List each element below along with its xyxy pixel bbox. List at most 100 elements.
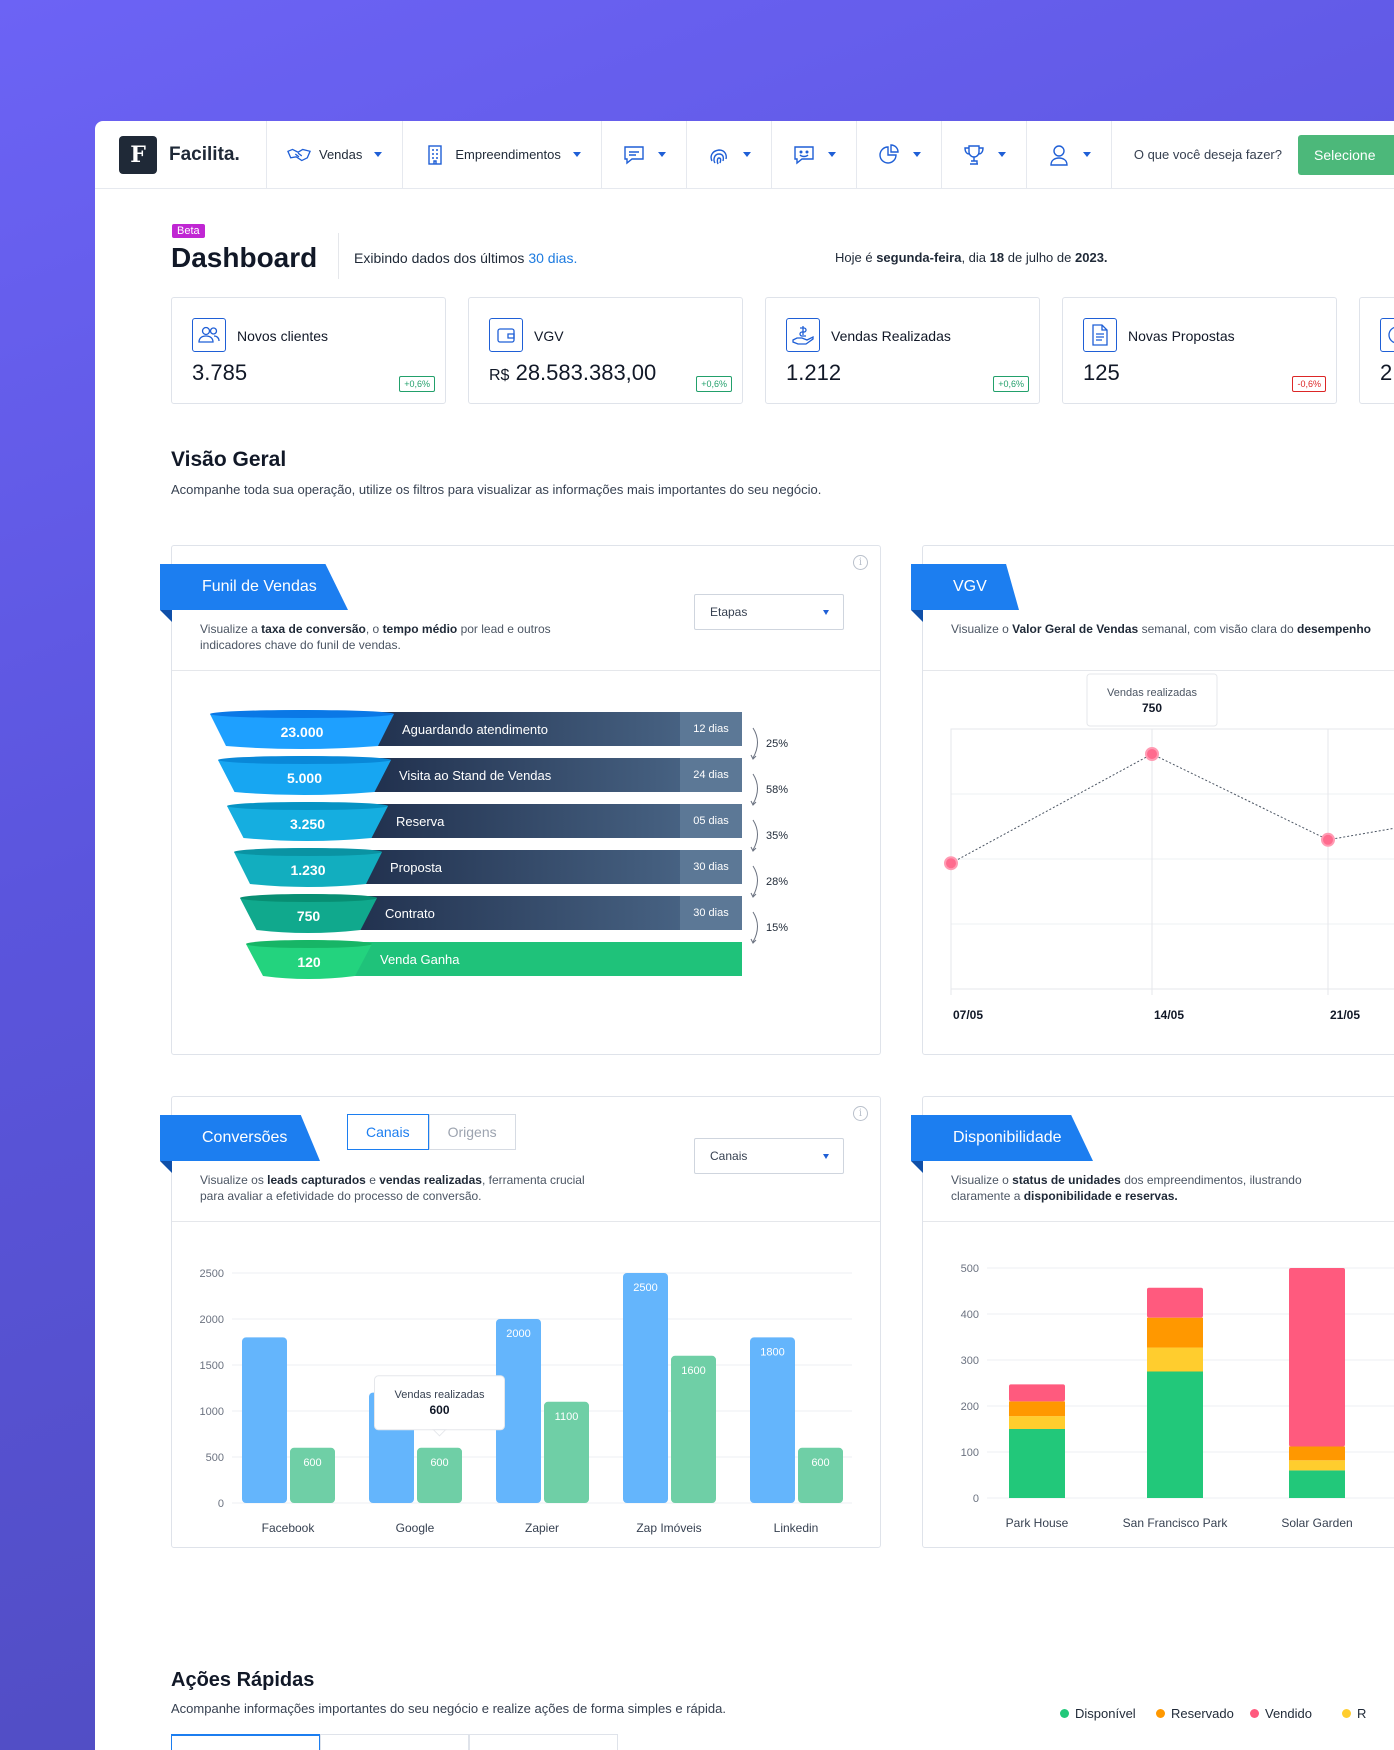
quick-tab[interactable]	[469, 1734, 618, 1750]
logo-mark-icon: F	[119, 135, 157, 174]
quick-tab[interactable]	[171, 1734, 320, 1750]
funnel-stage-count: 750	[297, 908, 321, 924]
funnel-stage-bar[interactable]: Reserva 05 dias	[342, 804, 742, 838]
nav-vendas[interactable]: Vendas	[267, 121, 404, 189]
nav-user[interactable]	[1027, 121, 1112, 189]
stat-card-vendas-realizadas[interactable]: Vendas Realizadas 1.212 +0,6%	[765, 297, 1040, 404]
x-tick-label: Zapier	[525, 1521, 559, 1535]
desc-text: , o	[365, 622, 383, 636]
conversion-arrow-icon	[750, 865, 758, 898]
tab-canais[interactable]: Canais	[347, 1114, 429, 1150]
nav-chat[interactable]	[602, 121, 687, 189]
support-icon	[792, 143, 816, 167]
today-mid1: , dia	[961, 250, 987, 265]
stat-card-vgv[interactable]: VGV R$ 28.583.383,00 +0,6%	[468, 297, 743, 404]
brand-logo[interactable]: F Facilita.	[95, 121, 267, 189]
funnel-stage-bar[interactable]: Venda Ganha	[317, 942, 742, 976]
top-navbar: F Facilita. Vendas Empreendimentos	[95, 121, 1394, 189]
desc-bold: desempenho	[1296, 622, 1371, 636]
funnel-cup: 120	[246, 940, 372, 979]
arrow-head	[750, 938, 757, 944]
bar-value-label: 600	[430, 1457, 448, 1469]
info-icon[interactable]: i	[853, 1106, 868, 1121]
tab-origens[interactable]: Origens	[428, 1114, 516, 1150]
legend-reservado: Reservado	[1156, 1706, 1234, 1721]
users-icon	[192, 318, 226, 352]
chevron-down-icon	[827, 152, 836, 157]
stat-value: R$ 28.583.383,00	[489, 360, 656, 386]
select-button[interactable]: Selecione	[1298, 135, 1394, 175]
x-tick-label: 14/05	[1154, 1008, 1184, 1022]
stat-card-novos-clientes[interactable]: Novos clientes 3.785 +0,6%	[171, 297, 446, 404]
period-prefix: Exibindo dados dos últimos	[354, 250, 525, 266]
stat-value: 2	[1380, 360, 1393, 385]
chevron-down-icon	[997, 152, 1006, 157]
funnel-stage-count: 5.000	[287, 770, 322, 786]
chevron-down-icon	[823, 1154, 829, 1159]
desc-bold: Valor Geral de Vendas	[1012, 622, 1139, 636]
funnel-stage-bar[interactable]: Proposta 30 dias	[334, 850, 742, 884]
funnel-stage-days: 30 dias	[680, 896, 742, 930]
funnel-cup: 750	[240, 894, 377, 933]
funnel-stage-days: 30 dias	[680, 850, 742, 884]
stat-delta-badge: -0,6%	[1292, 376, 1326, 392]
funnel-stage-bar[interactable]: Aguardando atendimento 12 dias	[342, 712, 742, 746]
bar-value-label: 1800	[760, 1346, 784, 1358]
stat-card-partial[interactable]: 2	[1359, 297, 1394, 404]
conversion-rate: 28%	[766, 876, 789, 888]
funnel-panel: Funil de Vendas Visualize a taxa de conv…	[160, 545, 881, 1055]
funnel-stage-bar[interactable]: Visita ao Stand de Vendas 24 dias	[350, 758, 742, 792]
desc-bold: leads capturados	[267, 1173, 366, 1187]
bar-leads	[623, 1273, 668, 1503]
nav-fingerprint[interactable]	[687, 121, 772, 189]
conversions-title: Conversões	[160, 1115, 320, 1161]
legend-dot	[1156, 1709, 1165, 1718]
conversion-arrow-icon	[750, 911, 758, 944]
legend-vendido: Vendido	[1250, 1706, 1312, 1721]
bar-value-label: 600	[303, 1457, 321, 1469]
stack-segment-vendido	[1289, 1268, 1345, 1447]
desc-text: para avaliar a efetividade do processo d…	[200, 1189, 482, 1203]
funnel-filter-select[interactable]: Etapas	[694, 594, 844, 630]
nav-reports[interactable]	[857, 121, 942, 189]
today-prefix: Hoje é	[835, 250, 873, 265]
stat-card-novas-propostas[interactable]: Novas Propostas 125 -0,6%	[1062, 297, 1337, 404]
vgv-panel-header: VGV Visualize o Valor Geral de Vendas se…	[911, 546, 1394, 671]
nav-empreendimentos[interactable]: Empreendimentos	[403, 121, 602, 189]
funnel-cup-body	[234, 848, 382, 887]
app-window: F Facilita. Vendas Empreendimentos	[95, 121, 1394, 1750]
vgv-line-chart: 07/05 14/05 21/05 Vendas realizadas 750	[944, 673, 1394, 1022]
stat-delta-badge: +0,6%	[696, 376, 732, 392]
funnel-panel-header: Funil de Vendas Visualize a taxa de conv…	[160, 546, 880, 671]
brand-name: Facilita.	[169, 143, 240, 165]
info-icon[interactable]: i	[853, 555, 868, 570]
nav-empreendimentos-label: Empreendimentos	[455, 147, 561, 162]
nav-support[interactable]	[772, 121, 857, 189]
nav-goals[interactable]	[942, 121, 1027, 189]
period-info: Exibindo dados dos últimos 30 dias.	[354, 250, 577, 266]
y-tick-label: 2000	[200, 1314, 224, 1326]
chat-icon	[622, 143, 646, 167]
bar-sales	[671, 1355, 716, 1503]
desc-text: dos empreendimentos, ilustrando	[1120, 1173, 1302, 1187]
funnel-stage-bar[interactable]: Contrato 30 dias	[327, 896, 742, 930]
funnel-cup-body	[240, 894, 377, 933]
funnel-cup-body	[218, 756, 391, 795]
y-tick-label: 0	[973, 1493, 979, 1505]
command-search-prompt[interactable]: O que você deseja fazer?	[1133, 147, 1282, 162]
tooltip-label: Vendas realizadas	[1107, 687, 1197, 699]
period-link[interactable]: 30 dias.	[528, 250, 578, 266]
quick-tab[interactable]	[320, 1734, 469, 1750]
stack-segment-reservado	[1147, 1317, 1203, 1348]
bar-sales	[798, 1447, 843, 1503]
ribbon-tail	[160, 1161, 172, 1173]
availability-description: Visualize o status de unidades dos empre…	[951, 1172, 1302, 1204]
today-mid2: de julho de	[1007, 250, 1072, 265]
funnel-stage-days: 12 dias	[680, 712, 742, 746]
conversions-filter-select[interactable]: Canais	[694, 1138, 844, 1174]
desc-text: claramente a	[951, 1189, 1024, 1203]
stat-currency: R$	[489, 367, 510, 384]
arrow-head	[750, 754, 757, 760]
desc-text: Visualize a	[200, 622, 262, 636]
wallet-icon	[489, 318, 523, 352]
